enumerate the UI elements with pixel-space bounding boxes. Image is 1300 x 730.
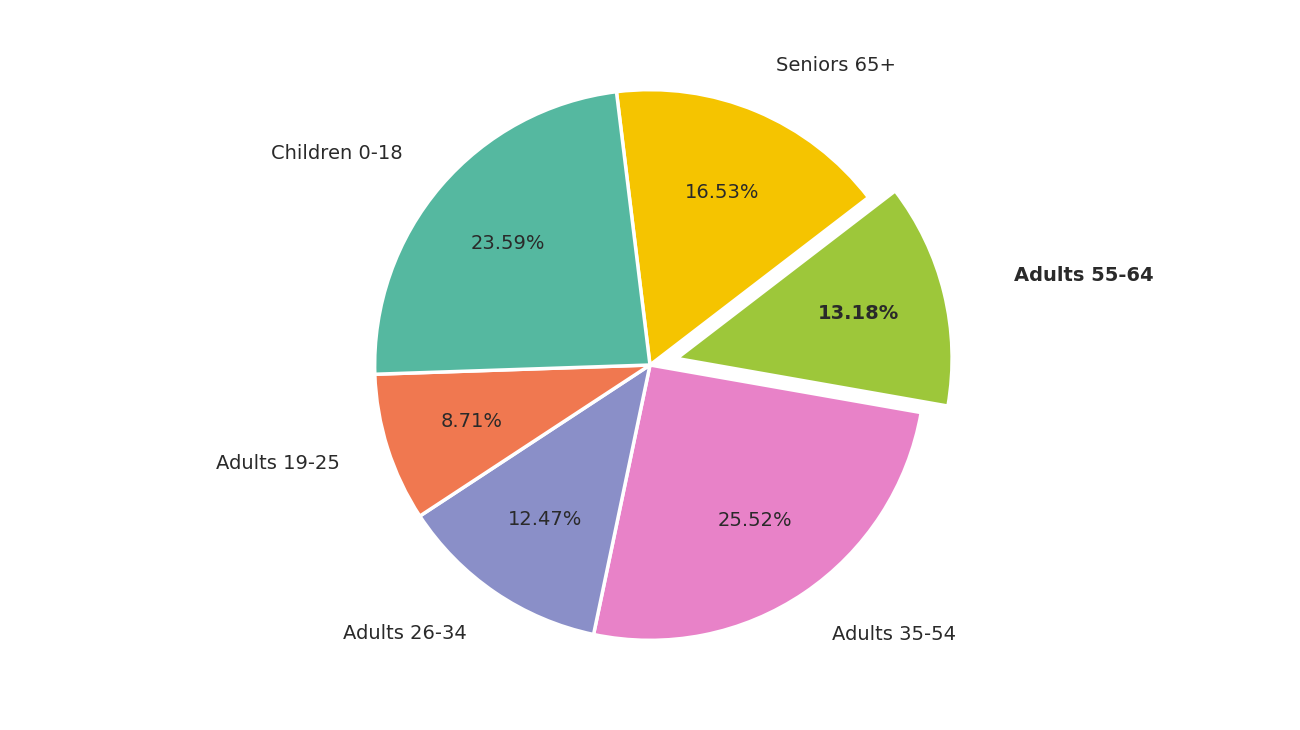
Text: Adults 19-25: Adults 19-25	[216, 454, 341, 473]
Text: Adults 55-64: Adults 55-64	[1014, 266, 1153, 285]
Wedge shape	[420, 365, 650, 634]
Wedge shape	[677, 191, 952, 406]
Text: Seniors 65+: Seniors 65+	[776, 56, 896, 75]
Text: Adults 26-34: Adults 26-34	[343, 624, 467, 643]
Wedge shape	[374, 92, 650, 374]
Text: Adults 35-54: Adults 35-54	[832, 624, 957, 644]
Text: 12.47%: 12.47%	[507, 510, 582, 529]
Wedge shape	[374, 365, 650, 516]
Text: 16.53%: 16.53%	[685, 182, 759, 201]
Wedge shape	[594, 365, 922, 640]
Text: 8.71%: 8.71%	[441, 412, 503, 431]
Text: Children 0-18: Children 0-18	[272, 145, 403, 164]
Wedge shape	[616, 90, 868, 365]
Text: 23.59%: 23.59%	[471, 234, 545, 253]
Text: 25.52%: 25.52%	[718, 510, 792, 529]
Text: 13.18%: 13.18%	[818, 304, 900, 323]
